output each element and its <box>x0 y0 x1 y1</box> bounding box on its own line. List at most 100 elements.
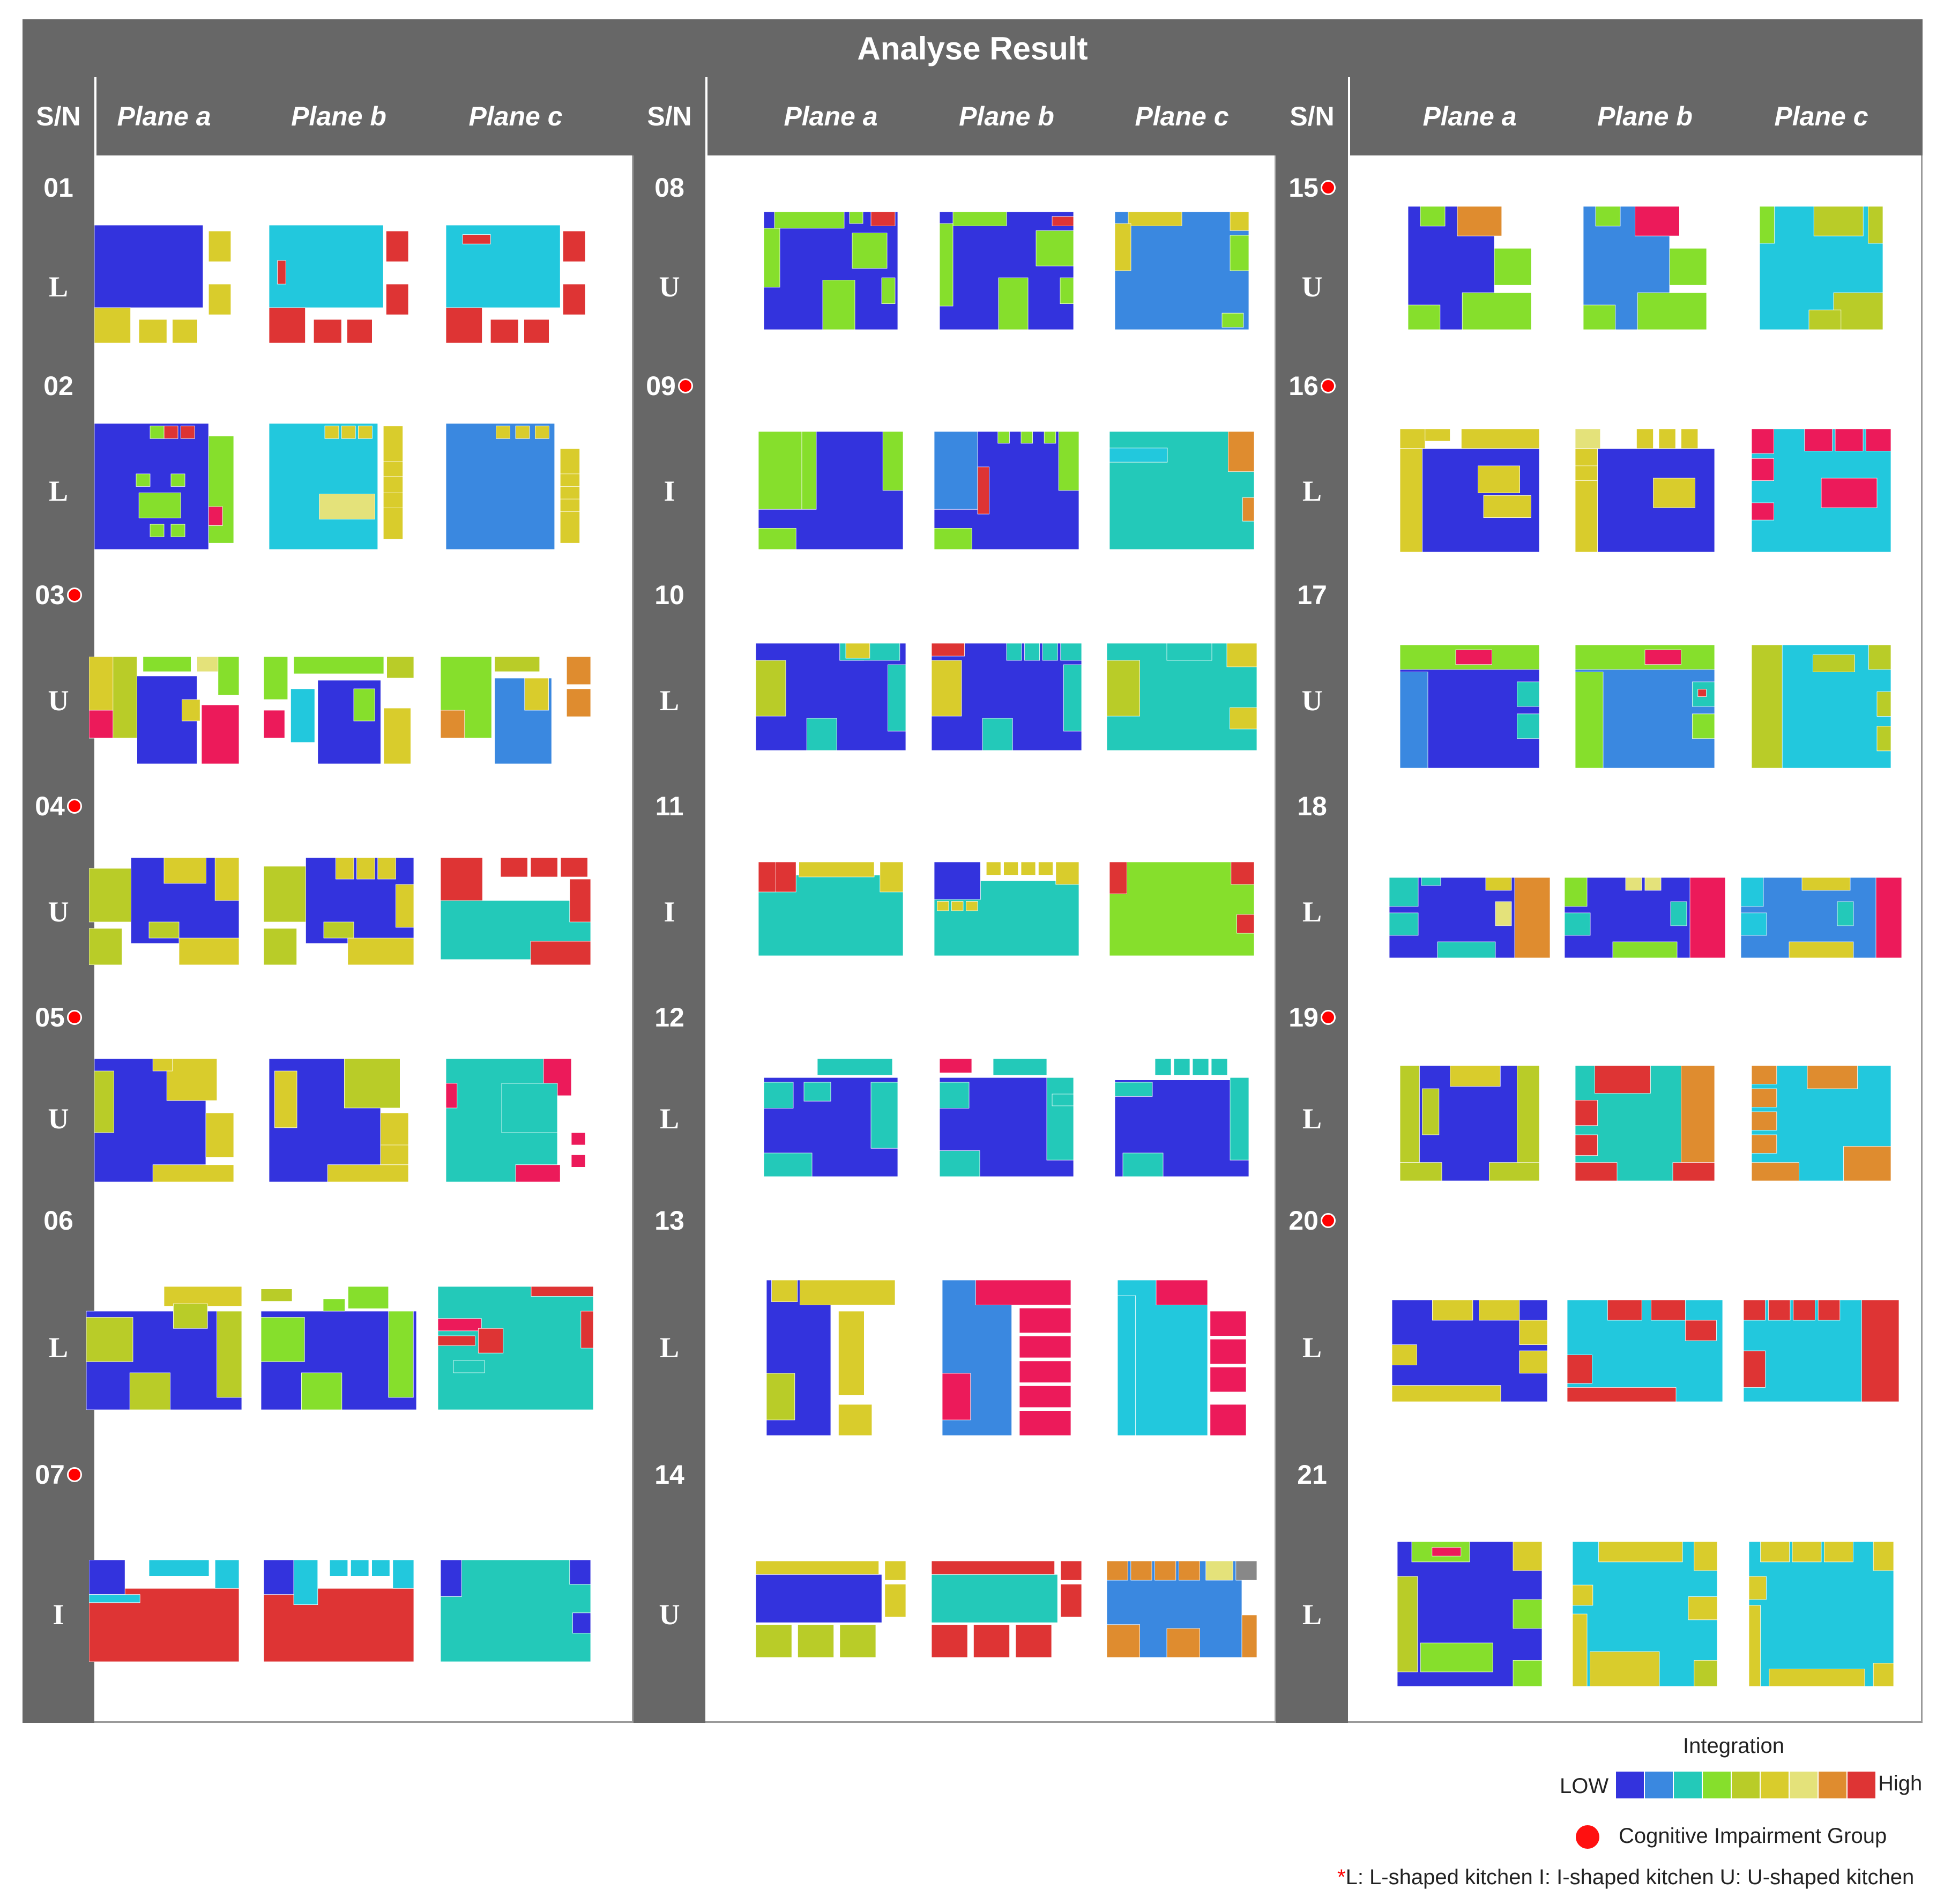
room-block <box>314 319 341 343</box>
floor-plan-05-a-svg <box>94 1059 234 1182</box>
floor-plan-06-b-svg <box>261 1286 416 1410</box>
room-block <box>1019 1361 1071 1383</box>
page-title: Analyse Result <box>857 30 1088 66</box>
room-block <box>1044 432 1056 443</box>
room-block <box>1109 862 1254 956</box>
row-number: 03 <box>23 566 94 624</box>
row-number-text: 12 <box>654 1002 684 1032</box>
header-plane-b: Plane b <box>1597 101 1693 131</box>
room-block <box>888 665 906 731</box>
header-sn: S/N <box>1290 101 1335 131</box>
room-block <box>208 231 231 262</box>
room-block <box>1450 1066 1501 1087</box>
floor-plan-01-b-svg <box>269 225 408 343</box>
floor-plan-04-a-svg <box>89 858 239 965</box>
room-block <box>1242 497 1254 521</box>
floor-plan-11-c <box>1109 862 1254 956</box>
room-block <box>1752 1135 1777 1153</box>
room-block <box>766 1373 795 1420</box>
room-block <box>301 1373 341 1410</box>
room-block <box>215 1560 239 1588</box>
floor-plan-19-c-svg <box>1752 1066 1891 1181</box>
room-block <box>823 280 855 330</box>
row-number: 20 <box>1276 1191 1348 1250</box>
room-block <box>1876 877 1902 958</box>
floor-plan-15-a <box>1408 206 1531 330</box>
room-block <box>1462 293 1531 330</box>
room-block <box>441 1560 461 1596</box>
room-block <box>502 1083 557 1133</box>
room-block <box>153 1059 172 1071</box>
floor-plan-11-a-svg <box>758 862 903 956</box>
room-block <box>1635 206 1680 236</box>
floor-plan-05-c <box>446 1059 585 1182</box>
room-block <box>264 657 288 700</box>
integration-color-scale <box>1616 1772 1876 1798</box>
room-block <box>1749 1542 1894 1686</box>
room-block <box>1052 1094 1074 1106</box>
floor-plan-15-c <box>1760 206 1883 330</box>
room-block <box>934 862 980 899</box>
room-block <box>438 1286 593 1410</box>
room-block <box>798 1625 833 1657</box>
row-number-text: 06 <box>43 1205 73 1236</box>
room-block <box>438 1336 475 1345</box>
room-block <box>516 1165 560 1182</box>
row-number-text: 01 <box>43 173 73 203</box>
room-block <box>319 494 375 519</box>
room-block <box>94 225 203 308</box>
room-block <box>274 1071 297 1128</box>
room-block <box>1873 1542 1894 1571</box>
floor-plan-20-c <box>1744 1300 1899 1402</box>
room-block <box>1575 1135 1598 1156</box>
room-block <box>1222 313 1243 327</box>
room-block <box>150 426 164 439</box>
row-number: 13 <box>634 1191 705 1250</box>
room-block <box>940 1151 980 1177</box>
room-block <box>817 1059 892 1075</box>
room-block <box>208 284 231 315</box>
room-block <box>882 278 895 303</box>
room-block <box>1513 1660 1542 1686</box>
room-block <box>1210 1367 1246 1392</box>
row-number-text: 16 <box>1288 371 1319 401</box>
room-block <box>1567 1387 1676 1402</box>
room-block <box>1210 1311 1246 1336</box>
room-block <box>1590 1652 1659 1686</box>
room-block <box>463 235 490 244</box>
room-block <box>1752 458 1774 480</box>
room-block <box>1752 503 1774 520</box>
floor-plan-04-b-svg <box>264 858 414 965</box>
room-block <box>934 528 972 549</box>
room-block <box>1107 1625 1140 1657</box>
room-block <box>1653 478 1695 508</box>
room-block <box>167 1059 217 1100</box>
room-block <box>446 423 555 549</box>
row-number: 09 <box>634 356 705 416</box>
room-block <box>1420 206 1445 226</box>
floor-plan-21-b-svg <box>1573 1542 1717 1686</box>
floor-plan-05-b-svg <box>269 1059 408 1182</box>
header-sn: S/N <box>647 101 692 131</box>
room-block <box>1131 1561 1152 1580</box>
room-block <box>89 928 122 965</box>
room-block <box>999 278 1028 330</box>
floor-plan-20-a-svg <box>1392 1300 1547 1402</box>
kitchen-type: U <box>23 628 94 773</box>
room-block <box>1042 643 1057 660</box>
room-block <box>1792 1542 1821 1562</box>
room-block <box>567 689 591 717</box>
floor-plan-03-b <box>264 657 414 764</box>
room-block <box>208 507 222 525</box>
scale-swatch <box>1790 1772 1819 1798</box>
floor-plan-14-a <box>756 1561 906 1657</box>
room-block <box>838 1404 872 1436</box>
room-block <box>1868 645 1891 670</box>
room-block <box>94 308 131 343</box>
room-block <box>1019 1386 1071 1408</box>
room-block <box>1206 1561 1233 1580</box>
room-block <box>496 426 510 439</box>
floor-plan-07-b <box>264 1560 414 1662</box>
floor-plan-09-b <box>934 432 1079 549</box>
floor-plan-12-b <box>940 1059 1074 1177</box>
